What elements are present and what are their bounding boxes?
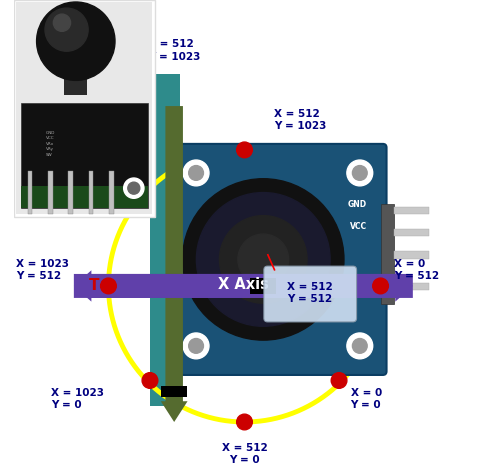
Bar — [64, 78, 87, 95]
Text: X = 1023
Y = 512: X = 1023 Y = 512 — [16, 259, 69, 281]
FancyArrow shape — [74, 270, 412, 302]
Circle shape — [219, 216, 306, 303]
Bar — [48, 171, 53, 214]
Text: GND: GND — [347, 200, 366, 209]
Text: X = 512
Y = 1023: X = 512 Y = 1023 — [147, 39, 200, 62]
Bar — [394, 229, 428, 236]
Text: X = 512
Y = 512: X = 512 Y = 512 — [286, 282, 332, 304]
Text: KEY: KEY — [349, 278, 366, 287]
Text: GND
VCC
VRx
VRy
SW: GND VCC VRx VRy SW — [46, 131, 56, 157]
Bar — [394, 206, 428, 214]
Bar — [88, 171, 93, 214]
Bar — [68, 171, 73, 214]
Circle shape — [352, 339, 366, 353]
Circle shape — [101, 278, 116, 294]
Circle shape — [372, 278, 387, 294]
Circle shape — [346, 333, 372, 359]
Bar — [28, 171, 32, 214]
Circle shape — [183, 333, 208, 359]
FancyArrow shape — [161, 106, 187, 422]
Bar — [109, 171, 113, 214]
Circle shape — [196, 192, 329, 326]
Text: T: T — [89, 278, 100, 293]
Text: X = 512
Y = 0: X = 512 Y = 0 — [221, 443, 267, 466]
Text: VCC: VCC — [349, 222, 366, 232]
Circle shape — [346, 160, 372, 186]
Circle shape — [237, 234, 288, 285]
Bar — [394, 283, 428, 290]
Circle shape — [352, 166, 366, 180]
Bar — [394, 251, 428, 259]
Bar — [380, 204, 394, 304]
Circle shape — [142, 373, 158, 389]
Bar — [150, 74, 180, 406]
Bar — [21, 186, 147, 207]
Circle shape — [127, 182, 140, 194]
Circle shape — [123, 178, 143, 198]
Circle shape — [183, 160, 208, 186]
Text: X = 1023
Y = 0: X = 1023 Y = 0 — [51, 388, 103, 410]
FancyBboxPatch shape — [169, 144, 386, 375]
Circle shape — [45, 8, 88, 51]
Text: X = 0
Y = 512: X = 0 Y = 512 — [394, 259, 439, 281]
Text: X = 0
Y = 0: X = 0 Y = 0 — [350, 388, 381, 410]
Bar — [250, 278, 276, 294]
Bar — [14, 0, 154, 217]
Circle shape — [330, 373, 346, 389]
Text: X Axis: X Axis — [218, 277, 268, 292]
Circle shape — [188, 339, 203, 353]
FancyBboxPatch shape — [264, 266, 356, 322]
Circle shape — [182, 179, 343, 340]
Circle shape — [236, 142, 252, 158]
Circle shape — [53, 14, 70, 31]
Circle shape — [37, 2, 115, 80]
Circle shape — [236, 414, 252, 430]
Bar — [21, 104, 147, 207]
Bar — [161, 387, 187, 396]
Bar — [16, 2, 152, 214]
FancyArrow shape — [74, 270, 412, 302]
Text: X = 512
Y = 1023: X = 512 Y = 1023 — [274, 109, 326, 131]
Circle shape — [188, 166, 203, 180]
